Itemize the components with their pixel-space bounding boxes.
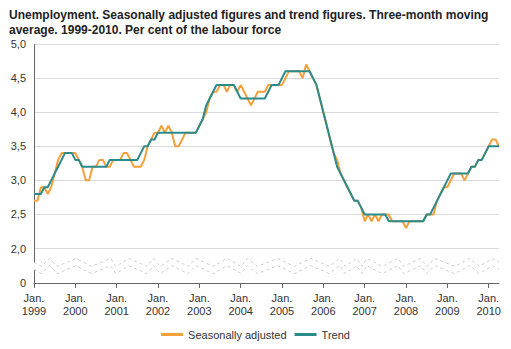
svg-text:Jan.: Jan. [313,292,334,304]
svg-text:2001: 2001 [104,305,128,317]
svg-text:2006: 2006 [311,305,335,317]
svg-text:Jan.: Jan. [478,292,499,304]
svg-text:2,0: 2,0 [11,243,26,255]
svg-text:2003: 2003 [187,305,211,317]
svg-text:4,5: 4,5 [11,72,26,84]
svg-text:Jan.: Jan. [24,292,45,304]
svg-text:Jan.: Jan. [354,292,375,304]
svg-text:2009: 2009 [435,305,459,317]
svg-text:Jan.: Jan. [189,292,210,304]
svg-text:Trend: Trend [322,329,350,341]
svg-text:4,0: 4,0 [11,106,26,118]
svg-text:1999: 1999 [22,305,46,317]
svg-text:2,5: 2,5 [11,208,26,220]
svg-text:average. 1999-2010. Per cent o: average. 1999-2010. Per cent of the labo… [9,23,281,37]
svg-text:0: 0 [20,277,26,289]
svg-text:Jan.: Jan. [230,292,251,304]
svg-text:2000: 2000 [63,305,87,317]
svg-text:Jan.: Jan. [437,292,458,304]
svg-text:Unemployment. Seasonally adjus: Unemployment. Seasonally adjusted figure… [9,8,492,22]
svg-text:2010: 2010 [476,305,500,317]
svg-text:Jan.: Jan. [148,292,169,304]
svg-text:2005: 2005 [270,305,294,317]
svg-text:Jan.: Jan. [272,292,293,304]
svg-text:2004: 2004 [228,305,252,317]
svg-text:2002: 2002 [146,305,170,317]
svg-text:2007: 2007 [352,305,376,317]
svg-text:3,5: 3,5 [11,140,26,152]
svg-text:Jan.: Jan. [65,292,86,304]
svg-text:Jan.: Jan. [106,292,127,304]
svg-text:2008: 2008 [394,305,418,317]
svg-text:Seasonally adjusted: Seasonally adjusted [188,329,286,341]
svg-text:3,0: 3,0 [11,174,26,186]
svg-text:Jan.: Jan. [396,292,417,304]
svg-text:5,0: 5,0 [11,38,26,50]
